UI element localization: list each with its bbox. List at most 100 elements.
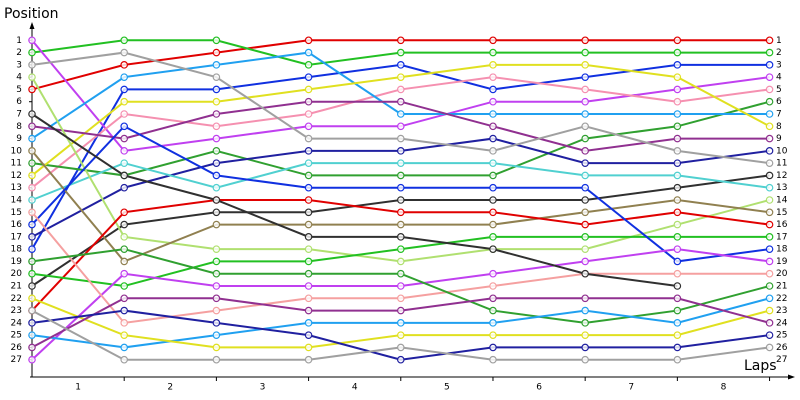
point [765, 319, 774, 327]
point [396, 319, 405, 327]
point [28, 245, 36, 253]
point [396, 306, 405, 315]
point [581, 196, 589, 204]
point [489, 36, 497, 45]
point [304, 355, 313, 364]
point [304, 331, 313, 339]
y-tick-label: 3 [16, 60, 22, 70]
point [212, 306, 221, 315]
y-tick-label-right: 11 [776, 159, 787, 169]
point [489, 282, 497, 290]
point [673, 355, 682, 364]
y-tick-label: 22 [11, 294, 22, 304]
point [673, 343, 682, 352]
point [120, 36, 128, 45]
y-tick-label: 7 [16, 110, 22, 120]
point [120, 233, 128, 241]
point [28, 220, 36, 229]
point [212, 171, 221, 180]
point [396, 61, 405, 69]
point [212, 159, 221, 167]
x-tick-label: 3 [260, 383, 266, 393]
point [673, 196, 682, 204]
point [120, 355, 128, 364]
point [489, 61, 497, 69]
point [212, 97, 221, 106]
point [120, 122, 128, 131]
y-axis-title: Position [4, 6, 59, 22]
point [396, 85, 405, 94]
y-tick-label: 24 [11, 318, 23, 328]
y-tick-label-right: 22 [776, 294, 787, 304]
point [396, 220, 405, 229]
point [765, 134, 774, 143]
point [581, 343, 589, 352]
point [489, 171, 497, 180]
point [673, 245, 682, 253]
point [673, 183, 682, 192]
y-tick-label: 1 [16, 36, 22, 46]
point [765, 147, 774, 155]
point [304, 159, 313, 167]
point [673, 48, 682, 57]
point [28, 257, 36, 266]
point [28, 319, 36, 327]
x-tick-label: 5 [444, 383, 450, 393]
point [396, 282, 405, 290]
point [304, 294, 313, 303]
point [673, 331, 682, 339]
point [581, 159, 589, 167]
point [581, 331, 589, 339]
point [489, 159, 497, 167]
y-tick-label-right: 26 [776, 343, 788, 353]
point [581, 134, 589, 143]
point [396, 110, 405, 118]
point [581, 85, 589, 94]
point [120, 147, 128, 155]
point [489, 319, 497, 327]
y-tick-label-right: 27 [776, 355, 787, 365]
point [581, 245, 589, 253]
y-tick-label: 12 [11, 171, 22, 181]
y-tick-label-right: 15 [776, 208, 787, 218]
point [304, 269, 313, 278]
point [28, 183, 36, 192]
y-tick-label-right: 17 [776, 232, 787, 242]
point [120, 257, 128, 266]
point [673, 159, 682, 167]
y-tick-label-right: 20 [776, 269, 788, 279]
point [28, 110, 36, 118]
point [396, 48, 405, 57]
point [28, 36, 36, 45]
y-tick-label: 9 [16, 134, 22, 144]
y-tick-label-right: 25 [776, 331, 787, 341]
point [396, 269, 405, 278]
point [120, 319, 128, 327]
point [673, 134, 682, 143]
point [489, 97, 497, 106]
point [304, 343, 313, 352]
point [581, 147, 589, 155]
point [396, 159, 405, 167]
y-tick-label-right: 9 [776, 134, 782, 144]
y-tick-label-right: 2 [776, 48, 782, 58]
y-tick-label: 26 [11, 343, 23, 353]
point [304, 110, 313, 118]
y-tick-label: 4 [16, 73, 22, 83]
point [304, 85, 313, 94]
point [581, 122, 589, 131]
point [120, 171, 128, 180]
point [489, 183, 497, 192]
point [396, 343, 405, 352]
point [489, 73, 497, 81]
point [28, 134, 36, 143]
point [581, 319, 589, 327]
point [304, 245, 313, 253]
point [28, 61, 36, 69]
point [28, 196, 36, 204]
point [396, 36, 405, 45]
y-tick-label-right: 16 [776, 220, 788, 230]
point [120, 331, 128, 339]
point [212, 294, 221, 303]
y-tick-label-right: 18 [776, 245, 788, 255]
